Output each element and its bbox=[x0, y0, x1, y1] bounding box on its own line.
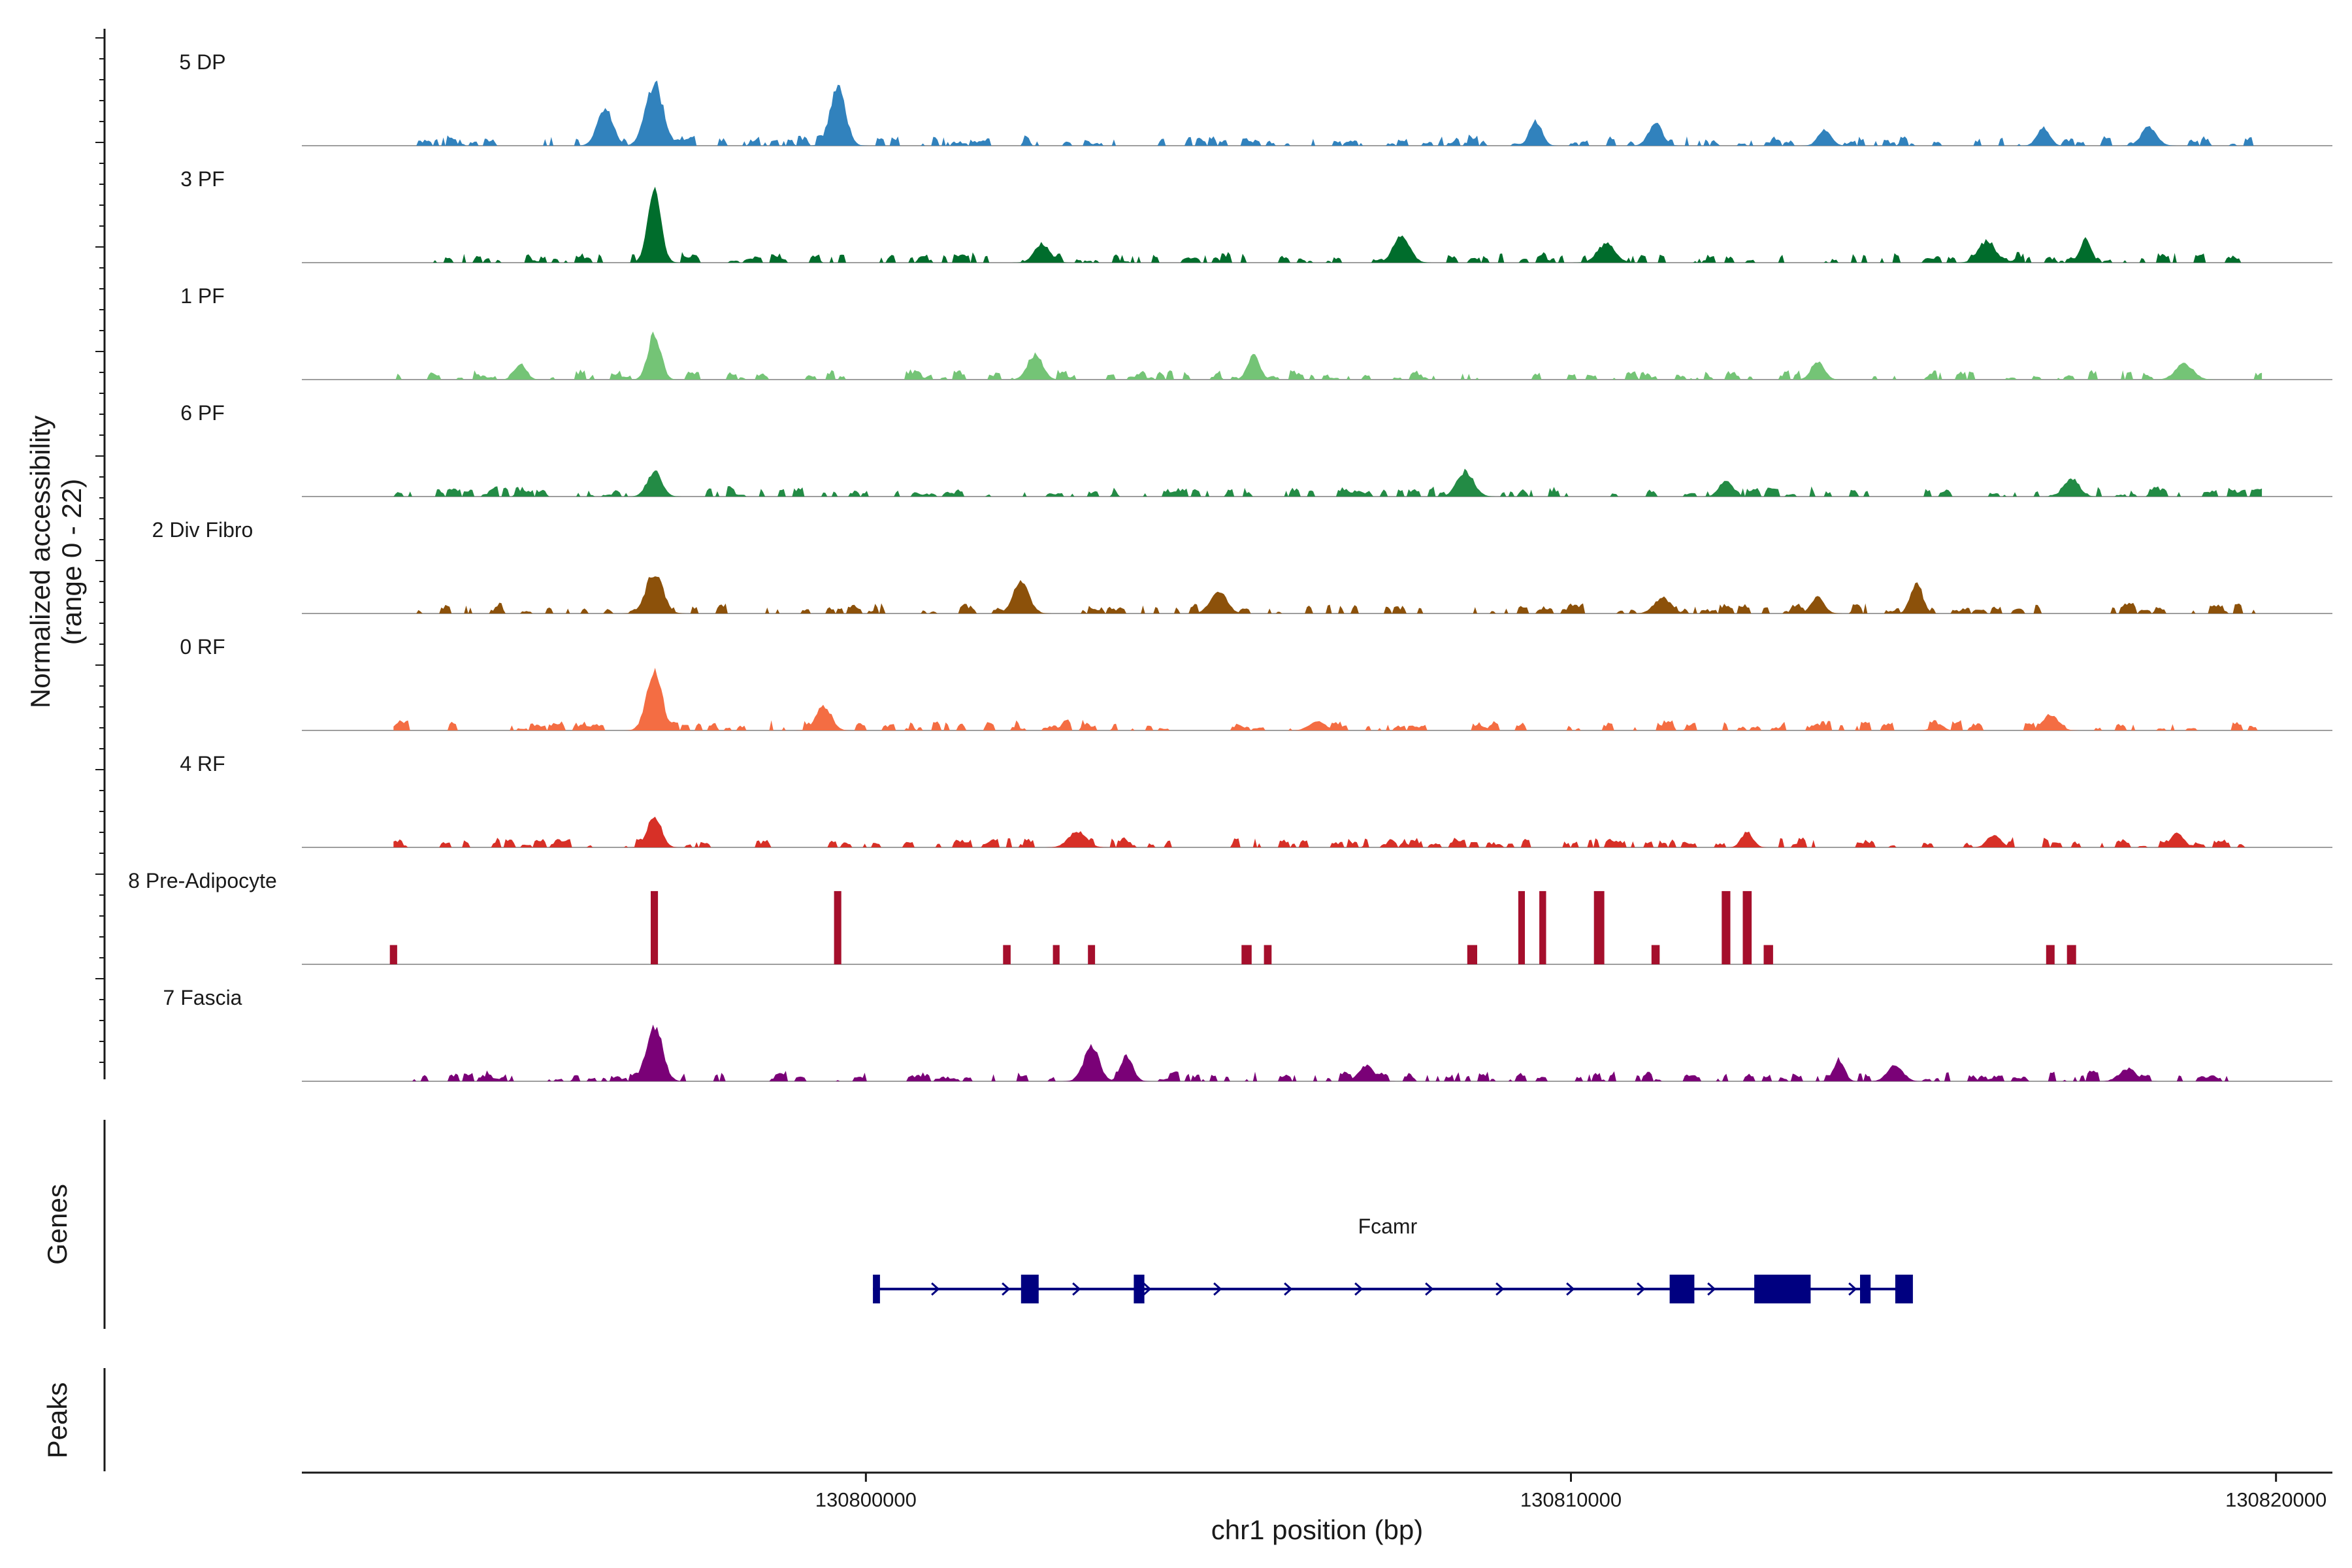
track-5-dp: 5 DP bbox=[179, 50, 2332, 146]
track-label: 0 RF bbox=[180, 635, 225, 659]
coverage-bar bbox=[1003, 945, 1011, 964]
gene-track bbox=[873, 1275, 1913, 1303]
track-label: 3 PF bbox=[180, 167, 225, 191]
track-label: 8 Pre-Adipocyte bbox=[128, 869, 277, 892]
track-1-pf: 1 PF bbox=[180, 284, 2332, 380]
coverage-bar bbox=[1088, 945, 1096, 964]
track-7-fascia: 7 Fascia bbox=[163, 986, 2332, 1082]
coverage-bar bbox=[1763, 945, 1773, 964]
strand-arrow bbox=[1425, 1282, 1434, 1296]
coverage-bar bbox=[651, 890, 659, 964]
track-4-rf: 4 RF bbox=[180, 752, 2332, 848]
track-8-pre-adipocyte: 8 Pre-Adipocyte bbox=[128, 869, 2332, 965]
strand-arrow bbox=[1143, 1282, 1152, 1296]
gene-exon bbox=[1754, 1275, 1811, 1303]
coverage-area bbox=[393, 468, 2262, 497]
track-2-div-fibro: 2 Div Fibro bbox=[152, 518, 2332, 614]
track-label: 5 DP bbox=[179, 50, 225, 74]
coverage-area bbox=[393, 331, 2262, 380]
track-label: 1 PF bbox=[180, 284, 225, 308]
coverage-bar bbox=[1467, 945, 1477, 964]
x-tick-label: 130800000 bbox=[815, 1488, 917, 1511]
coverage-bar bbox=[2066, 945, 2076, 964]
gene-exon bbox=[1134, 1275, 1145, 1303]
coverage-area bbox=[393, 668, 2262, 730]
peaks-panel-label: Peaks bbox=[42, 1382, 73, 1459]
y-axis-title: Normalized accessibility (range 0 - 22) bbox=[25, 416, 87, 708]
coverage-area bbox=[393, 1024, 2262, 1081]
coverage-bar bbox=[1539, 890, 1546, 964]
coverage-bar bbox=[1518, 890, 1525, 964]
strand-arrow bbox=[1213, 1282, 1222, 1296]
coverage-bar bbox=[834, 890, 841, 964]
x-axis-ticks: 130800000 130810000 130820000 bbox=[815, 1473, 2327, 1511]
track-label: 2 Div Fibro bbox=[152, 518, 253, 542]
x-axis-title: chr1 position (bp) bbox=[1211, 1514, 1424, 1545]
strand-arrow bbox=[1072, 1282, 1081, 1296]
track-6-pf: 6 PF bbox=[180, 401, 2332, 497]
coverage-bar bbox=[1651, 945, 1660, 964]
gene-exon bbox=[1860, 1275, 1871, 1303]
coverage-bar bbox=[1053, 945, 1060, 964]
gene-exon bbox=[1895, 1275, 1913, 1303]
coverage-y-ticks bbox=[95, 37, 105, 1063]
strand-arrow bbox=[1354, 1282, 1364, 1296]
coverage-bar bbox=[1241, 945, 1252, 964]
y-axis-title-line2: (range 0 - 22) bbox=[56, 479, 87, 645]
strand-arrow bbox=[1284, 1282, 1293, 1296]
track-label: 4 RF bbox=[180, 752, 225, 776]
strand-arrow bbox=[1566, 1282, 1575, 1296]
coverage-area bbox=[393, 186, 2262, 263]
coverage-bar bbox=[389, 945, 397, 964]
gene-exon bbox=[1021, 1275, 1039, 1303]
y-axis-title-line1: Normalized accessibility bbox=[25, 416, 56, 708]
x-tick-label: 130810000 bbox=[1520, 1488, 1622, 1511]
coverage-bar bbox=[1593, 890, 1605, 964]
gene-name-label: Fcamr bbox=[1358, 1215, 1418, 1238]
strand-arrow bbox=[1848, 1282, 1857, 1296]
track-3-pf: 3 PF bbox=[180, 167, 2332, 263]
coverage-area bbox=[393, 80, 2262, 146]
strand-arrow bbox=[1002, 1282, 1011, 1296]
track-0-rf: 0 RF bbox=[180, 635, 2332, 731]
coverage-area bbox=[393, 576, 2262, 613]
coverage-bar bbox=[1264, 945, 1272, 964]
genes-panel-label: Genes bbox=[42, 1184, 73, 1265]
gene-exon bbox=[873, 1275, 880, 1303]
coverage-bar bbox=[2046, 945, 2055, 964]
strand-arrow bbox=[931, 1282, 940, 1296]
coverage-area bbox=[393, 817, 2262, 847]
track-label: 7 Fascia bbox=[163, 986, 242, 1009]
coverage-tracks: 5 DP 3 PF 1 PF 6 PF 2 Div Fibro 0 RF 4 RF 8 Pre… bbox=[128, 50, 2332, 1082]
track-label: 6 PF bbox=[180, 401, 225, 425]
strand-arrow bbox=[1495, 1282, 1505, 1296]
x-tick-label: 130820000 bbox=[2225, 1488, 2327, 1511]
coverage-bar bbox=[1742, 890, 1752, 964]
gene-exon bbox=[1669, 1275, 1695, 1303]
strand-arrow bbox=[1637, 1282, 1646, 1296]
coverage-bar bbox=[1722, 890, 1731, 964]
strand-arrow bbox=[1707, 1282, 1716, 1296]
